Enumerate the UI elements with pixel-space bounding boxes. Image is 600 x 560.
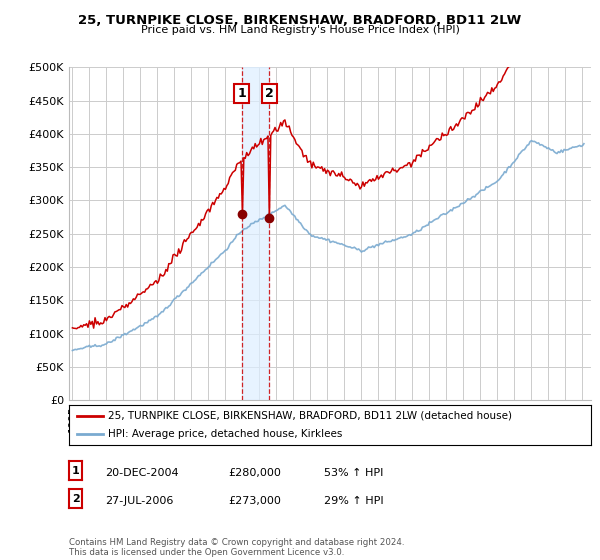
Text: 20-DEC-2004: 20-DEC-2004	[105, 468, 179, 478]
Text: 25, TURNPIKE CLOSE, BIRKENSHAW, BRADFORD, BD11 2LW (detached house): 25, TURNPIKE CLOSE, BIRKENSHAW, BRADFORD…	[108, 411, 512, 421]
Text: 2: 2	[72, 494, 79, 504]
Text: £273,000: £273,000	[228, 496, 281, 506]
Text: Price paid vs. HM Land Registry's House Price Index (HPI): Price paid vs. HM Land Registry's House …	[140, 25, 460, 35]
Text: 1: 1	[238, 87, 246, 100]
Text: 25, TURNPIKE CLOSE, BIRKENSHAW, BRADFORD, BD11 2LW: 25, TURNPIKE CLOSE, BIRKENSHAW, BRADFORD…	[79, 14, 521, 27]
Text: HPI: Average price, detached house, Kirklees: HPI: Average price, detached house, Kirk…	[108, 430, 343, 439]
Text: 53% ↑ HPI: 53% ↑ HPI	[324, 468, 383, 478]
Text: £280,000: £280,000	[228, 468, 281, 478]
Bar	[242, 67, 269, 400]
Text: 1: 1	[72, 466, 79, 476]
Text: 2: 2	[265, 87, 274, 100]
Text: Contains HM Land Registry data © Crown copyright and database right 2024.
This d: Contains HM Land Registry data © Crown c…	[69, 538, 404, 557]
Text: 29% ↑ HPI: 29% ↑ HPI	[324, 496, 383, 506]
Text: 27-JUL-2006: 27-JUL-2006	[105, 496, 173, 506]
